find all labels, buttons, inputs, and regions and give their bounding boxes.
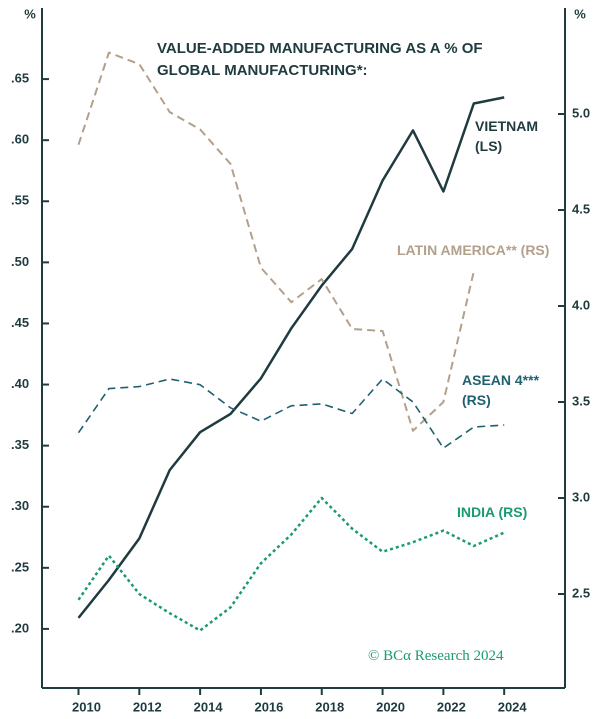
y2-tick-label: 4.0	[572, 297, 590, 312]
y-tick-label: .60	[11, 132, 29, 147]
y2-tick-label: 3.0	[572, 489, 590, 504]
y-axis-label: %	[24, 6, 36, 21]
y2-tick-label: 2.5	[572, 585, 590, 600]
y-tick-label: .65	[11, 71, 29, 86]
x-tick-label: 2018	[315, 699, 344, 714]
x-tick-label: 2012	[133, 699, 162, 714]
y-tick-label: .35	[11, 437, 29, 452]
x-tick-label: 2014	[194, 699, 224, 714]
y2-tick-label: 3.5	[572, 393, 590, 408]
chart-title: VALUE-ADDED MANUFACTURING AS A % OF GLOB…	[157, 40, 483, 79]
x-tick-label: 2024	[498, 699, 528, 714]
y-tick-label: .25	[11, 559, 29, 574]
series-label: INDIA (RS)	[457, 504, 528, 520]
y-tick-label: .50	[11, 254, 29, 269]
series-line	[77, 378, 505, 449]
source: © BCα Research 2024	[368, 648, 504, 664]
series-label: ASEAN 4*** (RS)	[462, 372, 540, 408]
x-tick-label: 2022	[437, 699, 466, 714]
series-line	[77, 96, 505, 619]
series-label: VIETNAM (LS)	[475, 118, 538, 154]
x-tick-label: 2020	[376, 699, 405, 714]
y2-tick-label: 5.0	[572, 105, 590, 120]
y-tick-label: .55	[11, 193, 29, 208]
y-tick-label: .20	[11, 620, 29, 635]
y-tick-label: .45	[11, 315, 29, 330]
y-tick-label: .30	[11, 498, 29, 513]
series-label: LATIN AMERICA** (RS)	[397, 242, 550, 258]
x-tick-label: 2010	[72, 699, 101, 714]
y-tick-label: .40	[11, 376, 29, 391]
y2-tick-label: 4.5	[572, 201, 590, 216]
series-line	[77, 496, 505, 632]
x-tick-label: 2016	[254, 699, 283, 714]
y2-axis-label: %	[574, 6, 586, 21]
